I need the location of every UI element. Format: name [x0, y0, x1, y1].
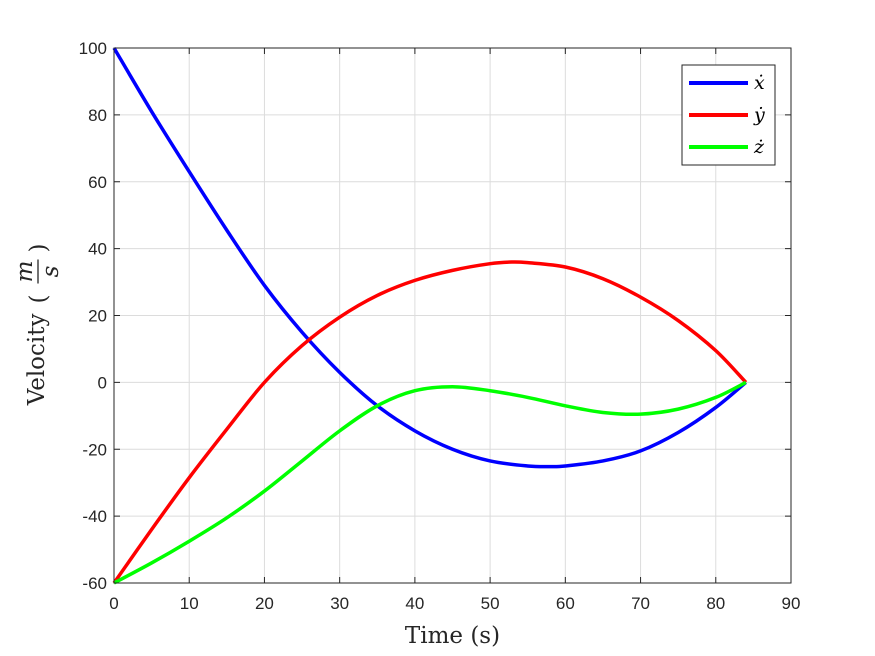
y-tick-label: 0: [98, 373, 107, 392]
x-tick-label: 30: [330, 594, 349, 613]
y-tick-label: 40: [88, 240, 107, 259]
x-tick-label: 40: [405, 594, 424, 613]
y-tick-label: 20: [88, 307, 107, 326]
y-tick-label: 100: [79, 39, 107, 58]
x-tick-label: 20: [255, 594, 274, 613]
legend-entry-label: ẋ: [754, 72, 765, 94]
x-axis-label: Time (s): [405, 623, 500, 649]
y-tick-label: 60: [88, 173, 107, 192]
y-unit-denominator: s: [38, 265, 64, 277]
series-line-0: [112, 47, 747, 469]
y-tick-label: -20: [82, 440, 107, 459]
legend: ẋẏż: [681, 64, 776, 166]
series-line-2: [113, 380, 747, 585]
x-tick-label: 80: [706, 594, 725, 613]
legend-entry-label: ẏ: [753, 104, 765, 126]
y-tick-label: 80: [88, 106, 107, 125]
x-tick-label: 60: [556, 594, 575, 613]
y-unit-numerator: m: [12, 261, 38, 283]
x-tick-label: 10: [180, 594, 199, 613]
series-lines: [112, 47, 748, 585]
x-tick-label: 90: [782, 594, 801, 613]
y-axis-label: Velocity: [24, 314, 50, 407]
y-unit-close-paren: ): [26, 244, 52, 253]
axis-ticks: 0 10 20 30 40 50 60 70 80 90 -60 -40 -20 0 20 40 60 80 100: [79, 39, 801, 613]
legend-entry-label: ż: [753, 136, 765, 158]
y-tick-label: -60: [82, 574, 107, 593]
y-axis-label-group: Velocity ( m s): [12, 244, 64, 407]
y-tick-label: -40: [82, 507, 107, 526]
x-tick-label: 50: [481, 594, 500, 613]
x-tick-label: 70: [631, 594, 650, 613]
series-line-1: [112, 260, 748, 585]
y-unit-open-paren: (: [26, 295, 52, 304]
x-tick-label: 0: [109, 594, 118, 613]
